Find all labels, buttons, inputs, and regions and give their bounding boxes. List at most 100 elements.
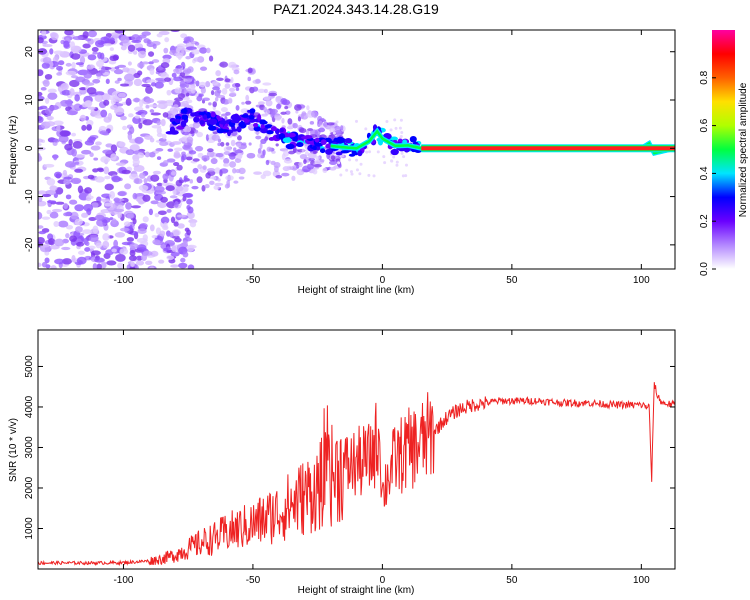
spectrogram-noise-blob [129,249,136,257]
spectrogram-noise-blob [382,155,386,159]
spectrogram-noise-blob [233,180,239,184]
spectrogram-ridge-blob [325,143,332,149]
spectrogram-ridge-blob [390,136,398,141]
spectrogram-noise-blob [328,160,338,166]
spectrogram-noise-blob [156,126,162,135]
spectrogram-noise-blob [131,40,142,44]
spectrogram-noise-blob [101,65,106,74]
spectrogram-noise-blob [63,179,71,185]
spectrogram-noise-blob [81,149,92,155]
spectrogram-noise-blob [210,157,218,165]
spectrogram-y-tick-label: 0 [24,145,35,151]
snr-x-label: Height of straight line (km) [298,585,415,596]
spectrogram-noise-blob [192,167,199,174]
spectrogram-noise-blob [260,174,266,180]
spectrogram-noise-blob [156,156,162,161]
spectrogram-noise-blob [299,128,307,134]
spectrogram-noise-blob [90,145,101,151]
spectrogram-noise-blob [132,97,141,103]
spectrogram-noise-blob [158,259,165,264]
spectrogram-noise-blob [212,101,217,108]
spectrogram-noise-blob [229,153,236,160]
spectrogram-ridge-blob [253,122,259,128]
spectrogram-noise-blob [124,183,132,190]
spectrogram-noise-blob [389,128,393,132]
spectrogram-noise-blob [48,238,56,246]
spectrogram-noise-blob [163,47,169,54]
spectrogram-noise-blob [62,169,68,176]
spectrogram-noise-blob [265,99,273,107]
chart-title: PAZ1.2024.343.14.28.G19 [273,1,439,17]
spectrogram-noise-blob [235,105,240,111]
spectrogram-noise-blob [170,171,177,176]
spectrogram-noise-blob [401,174,405,178]
spectrogram-noise-blob [281,172,290,177]
spectrogram-marks [38,30,675,269]
spectrogram-noise-blob [70,53,81,60]
spectrogram-noise-blob [208,55,214,62]
spectrogram-noise-blob [402,155,406,159]
spectrogram-noise-blob [133,72,141,79]
spectrogram-noise-blob [298,161,303,168]
spectrogram-noise-blob [38,138,44,143]
spectrogram-noise-blob [109,47,114,52]
spectrogram-noise-blob [186,198,193,205]
spectrogram-noise-blob [149,266,155,269]
spectrogram-noise-blob [196,176,203,184]
spectrogram-noise-blob [257,101,265,105]
spectrogram-noise-blob [65,233,70,239]
spectrogram-noise-blob [136,255,143,261]
spectrogram-noise-blob [95,39,106,48]
spectrogram-noise-blob [183,89,188,94]
spectrogram-noise-blob [246,152,256,159]
spectrogram-noise-blob [138,50,147,59]
spectrogram-noise-blob [69,41,76,50]
spectrogram-noise-blob [94,94,104,102]
spectrogram-noise-blob [169,232,174,238]
spectrogram-noise-blob [148,61,154,65]
spectrogram-ridge-blob [259,120,268,125]
spectrogram-noise-blob [69,199,78,205]
spectrogram-noise-blob [45,121,56,127]
spectrogram-noise-blob [102,72,111,76]
spectrogram-noise-blob [75,76,86,83]
snr-y-tick-label: 2000 [24,476,35,499]
spectrogram-noise-blob [284,106,289,110]
spectrogram-noise-blob [281,153,286,161]
spectrogram-noise-blob [115,162,126,166]
spectrogram-noise-blob [228,61,237,69]
spectrogram-noise-blob [181,47,185,55]
spectrogram-noise-blob [85,38,92,42]
spectrogram-noise-blob [160,118,166,127]
snr-y-tick-label: 1000 [24,517,35,540]
spectrogram-noise-blob [92,78,101,84]
spectrogram-noise-blob [79,87,87,91]
spectrogram-noise-blob [74,204,85,212]
spectrogram-noise-blob [81,124,87,131]
spectrogram-noise-blob [260,154,265,159]
spectrogram-noise-blob [38,262,42,268]
spectrogram-noise-blob [345,168,349,172]
spectrogram-noise-blob [125,98,132,106]
spectrogram-noise-blob [41,261,48,268]
spectrogram-noise-blob [125,149,135,156]
spectrogram-ridge-blob [296,142,304,148]
spectrogram-noise-blob [108,96,114,101]
spectrogram-noise-blob [245,94,250,102]
spectrogram-noise-blob [111,175,121,183]
spectrogram-noise-blob [185,78,192,83]
spectrogram-noise-blob [212,131,218,135]
spectrogram-noise-blob [358,172,362,176]
spectrogram-noise-blob [224,78,231,83]
spectrogram-noise-blob [182,251,189,258]
spectrogram-noise-blob [281,117,285,124]
spectrogram-noise-blob [177,93,186,99]
spectrogram-y-tick-label: 10 [24,94,35,106]
spectrogram-noise-blob [100,109,108,118]
spectrogram-noise-blob [229,87,236,92]
spectrogram-noise-blob [145,104,150,109]
spectrogram-noise-blob [399,118,403,122]
spectrogram-noise-blob [86,124,92,131]
spectrogram-noise-blob [294,104,302,111]
spectrogram-noise-blob [187,264,195,269]
